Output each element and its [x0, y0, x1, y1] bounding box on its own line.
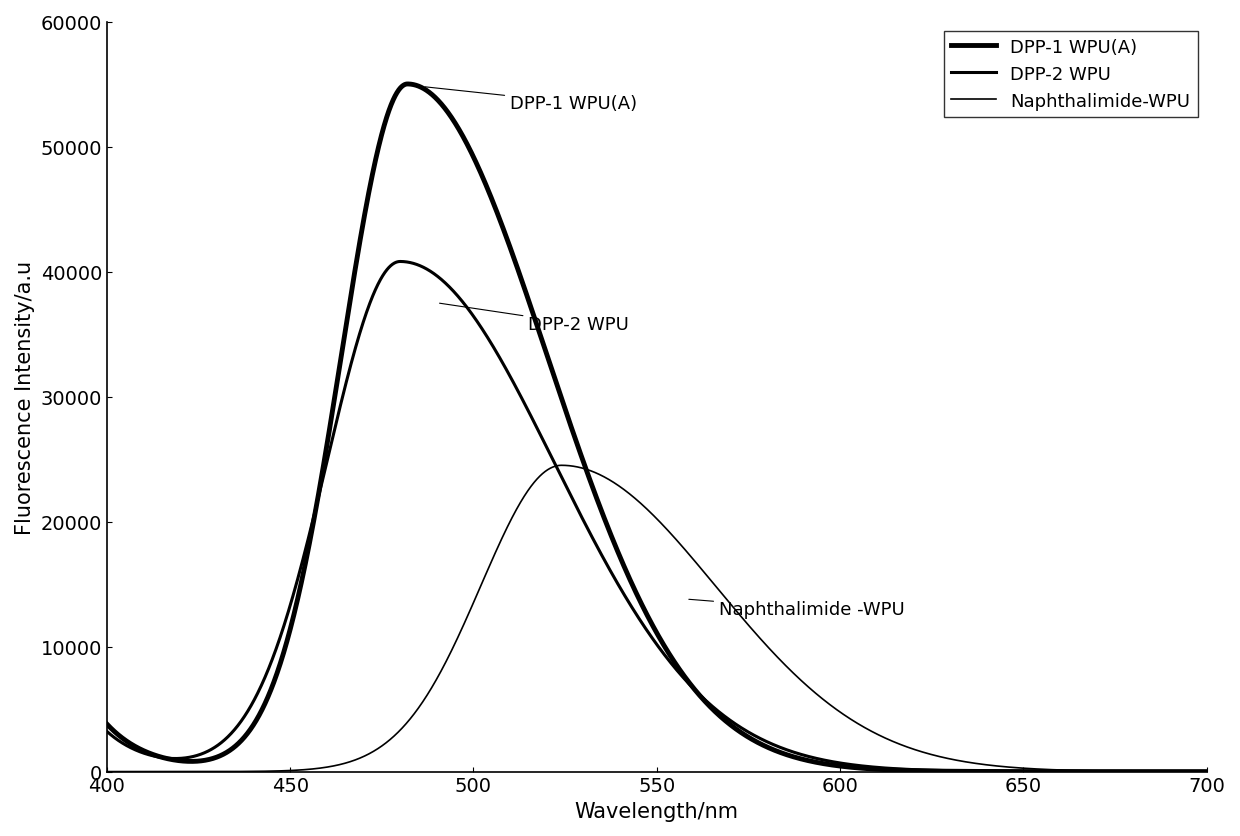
Naphthalimide-WPU: [554, 461, 569, 471]
DPP-1 WPU(A): [522, 297, 537, 307]
DPP-2 WPU: [522, 408, 537, 418]
Naphthalimide-WPU: [521, 485, 536, 495]
Naphthalimide-WPU: [1178, 767, 1193, 777]
X-axis label: Wavelength/nm: Wavelength/nm: [574, 801, 739, 821]
Naphthalimide-WPU: [1199, 767, 1214, 777]
DPP-2 WPU: [1059, 767, 1074, 777]
Naphthalimide-WPU: [569, 462, 584, 472]
DPP-1 WPU(A): [401, 80, 415, 90]
Legend: DPP-1 WPU(A), DPP-2 WPU, Naphthalimide-WPU: DPP-1 WPU(A), DPP-2 WPU, Naphthalimide-W…: [944, 32, 1198, 118]
Text: DPP-2 WPU: DPP-2 WPU: [439, 303, 630, 334]
DPP-1 WPU(A): [224, 744, 239, 754]
Line: Naphthalimide-WPU: Naphthalimide-WPU: [107, 466, 1207, 772]
DPP-2 WPU: [393, 257, 408, 268]
Naphthalimide-WPU: [99, 767, 114, 777]
Line: DPP-2 WPU: DPP-2 WPU: [107, 263, 1207, 772]
DPP-2 WPU: [224, 727, 239, 737]
Y-axis label: Fluorescence Intensity/a.u: Fluorescence Intensity/a.u: [15, 260, 35, 534]
DPP-1 WPU(A): [99, 719, 114, 729]
DPP-1 WPU(A): [1199, 767, 1214, 777]
Line: DPP-1 WPU(A): DPP-1 WPU(A): [107, 85, 1207, 772]
Text: DPP-1 WPU(A): DPP-1 WPU(A): [425, 88, 637, 113]
DPP-2 WPU: [1178, 767, 1193, 777]
DPP-2 WPU: [99, 726, 114, 737]
Naphthalimide-WPU: [290, 765, 305, 775]
DPP-1 WPU(A): [1178, 767, 1193, 777]
DPP-2 WPU: [290, 574, 305, 584]
DPP-1 WPU(A): [1059, 767, 1074, 777]
DPP-1 WPU(A): [569, 438, 584, 448]
Naphthalimide-WPU: [1059, 765, 1074, 775]
DPP-2 WPU: [569, 502, 584, 512]
DPP-2 WPU: [1199, 767, 1214, 777]
DPP-1 WPU(A): [290, 594, 305, 604]
Naphthalimide-WPU: [224, 767, 239, 777]
Text: Naphthalimide -WPU: Naphthalimide -WPU: [689, 599, 905, 619]
